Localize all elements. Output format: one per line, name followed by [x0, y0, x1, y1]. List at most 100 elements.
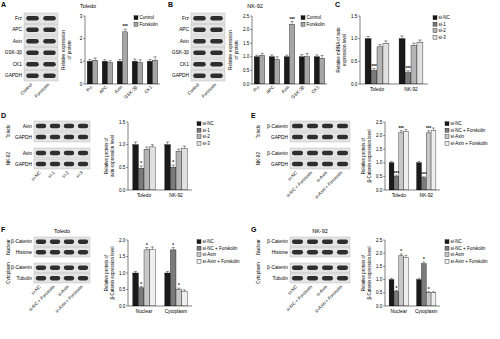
bar-chart: 0.00.51.01.52.0Relative protein ofβ-Cate… — [104, 238, 240, 314]
bar — [108, 62, 113, 84]
blot-band — [50, 266, 60, 270]
y-tick-label: 0 — [80, 82, 83, 87]
error-bar — [285, 55, 288, 57]
marks — [254, 21, 325, 84]
legend: ControlForskolin — [134, 15, 158, 27]
error-bar — [400, 131, 403, 133]
blot-band — [36, 250, 46, 254]
bar — [170, 250, 176, 306]
blot-row — [290, 274, 350, 284]
bar — [133, 145, 139, 190]
blot-band — [78, 240, 88, 244]
y-tick-label: 0.0 — [351, 82, 358, 87]
blot-row-label: β-Catenin — [267, 151, 288, 156]
blot-band — [64, 124, 74, 129]
blot-band — [36, 240, 46, 244]
y-tick-label: 0.5 — [243, 68, 250, 73]
lane-label: si-Axin + Forskolin — [314, 170, 344, 200]
y-tick — [83, 61, 85, 62]
y-tick — [383, 240, 385, 241]
blot-group-label: Nuclear — [256, 239, 261, 255]
bar — [176, 151, 182, 190]
blot-band — [322, 240, 333, 244]
blot-band — [50, 162, 60, 167]
legend-swatch — [301, 22, 305, 26]
blot-row — [290, 263, 350, 273]
y-tick-label: 2.0 — [243, 27, 250, 32]
legend: si-NCsi-1si-2si-3 — [433, 15, 450, 40]
blot-row — [24, 13, 58, 24]
legend-swatch — [134, 16, 138, 20]
legend-label: si-3 — [439, 35, 447, 40]
blot-row — [290, 121, 350, 131]
y-tick-label: 1.5 — [119, 254, 126, 259]
blot-band — [292, 240, 303, 244]
bar — [417, 280, 422, 306]
significance: * — [140, 161, 142, 166]
error-bar — [390, 161, 393, 162]
blot-row — [290, 159, 350, 169]
y-tick — [83, 16, 85, 17]
blot-row-label: GSK-3β — [5, 50, 22, 55]
x-tick-label: Axin — [280, 84, 290, 94]
blot-row-label: β-Catenin — [267, 239, 288, 244]
blot-band — [26, 73, 39, 78]
blot-row — [24, 71, 58, 82]
y-tick-label: 0.0 — [119, 188, 126, 193]
x-tick-label: Axin — [113, 84, 123, 94]
blot-row — [290, 132, 350, 142]
bar — [431, 293, 436, 306]
marks — [87, 29, 158, 84]
legend-swatch — [433, 16, 437, 20]
blot-row-label: Frz — [182, 16, 190, 21]
blot-group-label: Toledo — [6, 124, 11, 138]
blot-row — [34, 121, 90, 131]
y-tick — [383, 149, 385, 150]
blot-row — [24, 59, 58, 70]
significance: *** — [421, 172, 427, 177]
error-bar — [427, 131, 430, 133]
y-tick-label: 2.0 — [119, 238, 126, 243]
lane-label: si-NC + Forskolin — [28, 284, 56, 312]
blot-band — [26, 39, 39, 44]
blot-row — [191, 59, 225, 70]
blot-band — [292, 276, 303, 280]
blot-row-label: CK1 — [180, 62, 190, 67]
blot-row — [34, 248, 90, 258]
error-bar — [405, 129, 408, 131]
legend-swatch — [445, 240, 449, 244]
y-tick — [250, 56, 252, 57]
blot-band — [210, 16, 223, 21]
legend-label: Forskolin — [140, 22, 159, 27]
blot-row-label: GAPDH — [15, 162, 33, 167]
error-bar — [94, 58, 97, 60]
error-bar — [261, 53, 264, 55]
y-tick — [126, 289, 128, 290]
marks — [133, 142, 187, 190]
significance: *** — [394, 171, 400, 176]
bar — [394, 291, 399, 306]
blot-band — [210, 73, 223, 78]
bar-chart: 0.00.51.01.5Relative mRNA of axinexpress… — [336, 14, 450, 92]
x-tick-label: Toledo — [370, 87, 384, 92]
bar-chart: 0.00.51.01.52.02.5Relative protein ofβ-C… — [361, 120, 488, 198]
significance: *** — [289, 17, 295, 22]
blot-band — [64, 266, 74, 270]
legend-label: si-Axin — [451, 252, 465, 257]
legend-label: si-Axin + Forskolin — [451, 141, 488, 146]
bar — [399, 133, 404, 190]
x-tick-label: Frz — [85, 84, 94, 93]
y-tick — [383, 306, 385, 307]
blot-band — [26, 50, 39, 55]
bar — [117, 61, 122, 84]
legend-label: si-NC + Forskolin — [203, 246, 238, 251]
error-bar — [321, 55, 324, 58]
legend-swatch — [445, 135, 449, 139]
legend-label: si-NC — [203, 239, 215, 244]
legend-swatch — [433, 29, 437, 33]
legend: si-NCsi-NC + Forskolinsi-Axinsi-Axin + F… — [445, 239, 488, 264]
blot-row — [24, 48, 58, 59]
blot-row — [191, 25, 225, 36]
blot-row-label: Axin — [180, 39, 190, 44]
error-bar — [405, 255, 408, 257]
